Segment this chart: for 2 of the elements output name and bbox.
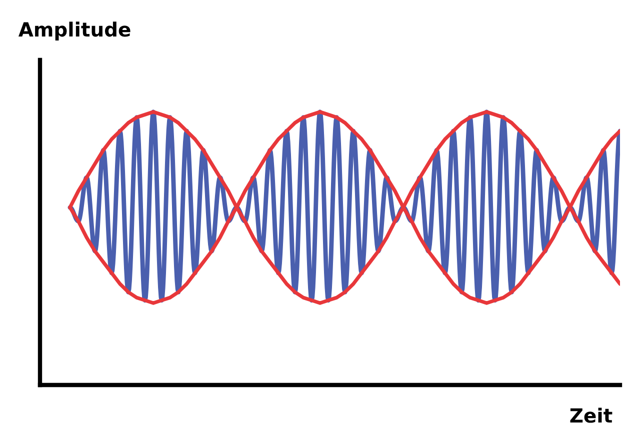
y-axis-title: Amplitude bbox=[18, 22, 130, 40]
x-axis-title: Zeit bbox=[570, 408, 612, 423]
